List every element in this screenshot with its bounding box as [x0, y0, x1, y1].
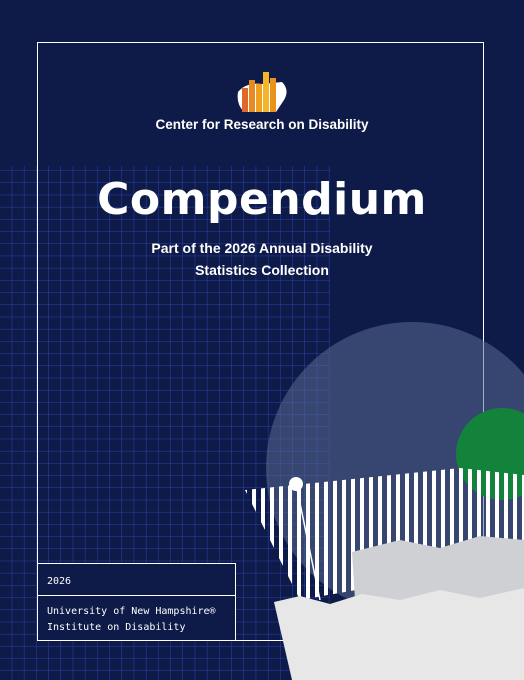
- footer-box: [37, 563, 236, 641]
- subtitle-line: Statistics Collection: [195, 262, 329, 278]
- logo: [237, 72, 287, 112]
- paper-front: [274, 588, 524, 680]
- pin-head: [289, 477, 303, 491]
- cover-title: Compendium: [97, 174, 427, 225]
- pin-line: [295, 483, 321, 601]
- institution-line: University of New Hampshire®: [47, 606, 217, 617]
- organization-name: Center for Research on Disability: [155, 117, 369, 132]
- institution-line: Institute on Disability: [47, 622, 185, 633]
- year: 2026: [47, 576, 71, 587]
- subtitle-line: Part of the 2026 Annual Disability: [151, 240, 372, 256]
